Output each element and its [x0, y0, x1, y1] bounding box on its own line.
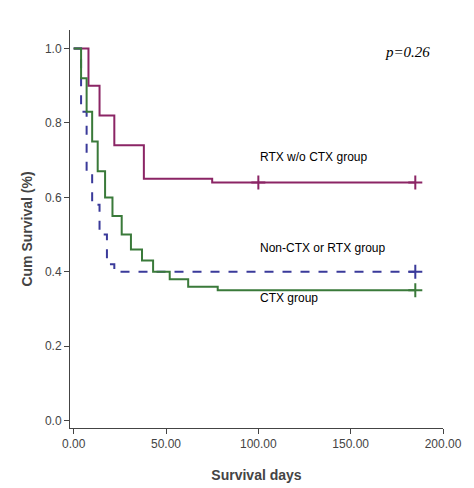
svg-text:Non-CTX or RTX group: Non-CTX or RTX group: [260, 241, 385, 255]
svg-text:0.8: 0.8: [45, 116, 62, 130]
svg-text:1.0: 1.0: [45, 42, 62, 56]
svg-text:150.00: 150.00: [332, 437, 369, 451]
svg-text:CTX group: CTX group: [260, 291, 318, 305]
svg-text:0.0: 0.0: [45, 414, 62, 428]
svg-text:Cum Survival (%): Cum Survival (%): [19, 171, 35, 286]
svg-text:200.00: 200.00: [425, 437, 462, 451]
svg-text:Survival days: Survival days: [211, 467, 301, 483]
svg-text:0.00: 0.00: [62, 437, 86, 451]
svg-text:0.4: 0.4: [45, 265, 62, 279]
svg-text:RTX w/o CTX group: RTX w/o CTX group: [260, 150, 367, 164]
svg-text:100.00: 100.00: [240, 437, 277, 451]
svg-text:p=0.26: p=0.26: [385, 44, 430, 60]
svg-text:0.2: 0.2: [45, 339, 62, 353]
svg-text:0.6: 0.6: [45, 191, 62, 205]
svg-text:50.00: 50.00: [151, 437, 181, 451]
